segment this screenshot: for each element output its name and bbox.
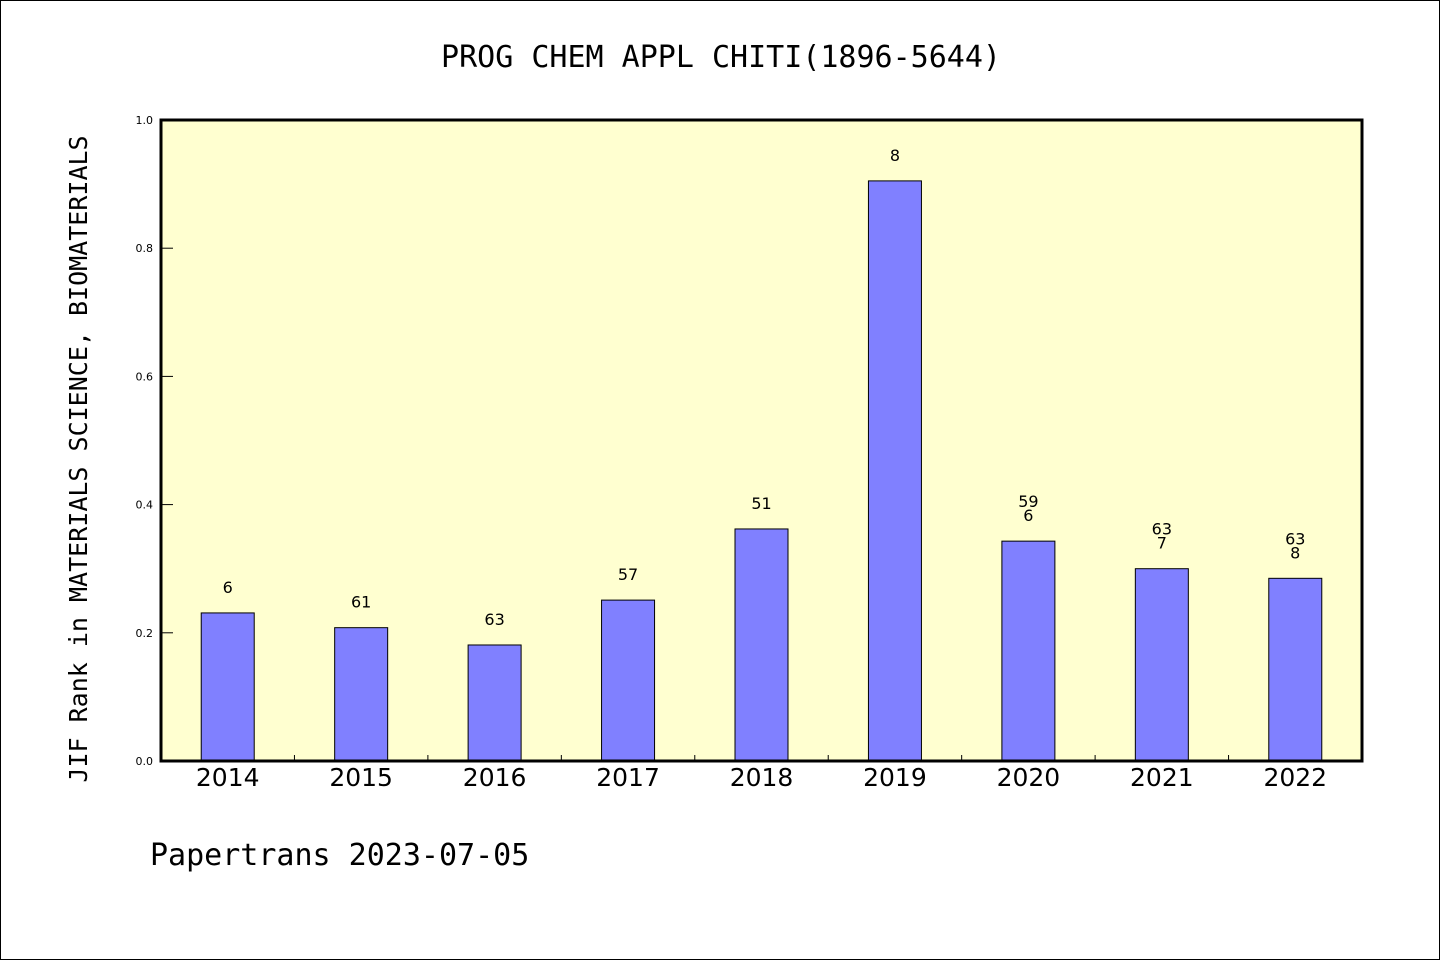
x-tick-label: 2014 [196,763,260,792]
y-tick-label: 0.8 [136,242,154,255]
bar [601,599,656,762]
bar-value-label: 63 [484,610,504,629]
plot-border [159,118,1364,763]
x-tick-label: 2015 [329,763,393,792]
bar-value-label: 6 [1023,506,1033,525]
bar [334,627,389,762]
x-tick-label: 2020 [997,763,1061,792]
bar-value-label: 57 [618,565,638,584]
x-axis: 2014 2015 2016 2017 2018 2019 2020 2021 2022 [196,755,1327,792]
bar-value-label: 59 [1018,492,1038,511]
y-axis-label: JIF Rank in MATERIALS SCIENCE, BIOMATERI… [64,135,93,782]
x-tick-label: 2017 [596,763,660,792]
bar-series [200,180,1323,762]
bar-value-label: 7 [1157,534,1167,553]
bar-value-label: 61 [351,593,371,612]
x-tick-label: 2022 [1263,763,1327,792]
bar [467,644,522,762]
y-tick-label: 0.0 [136,755,154,768]
bar-value-label: 51 [751,494,771,513]
bar [200,612,255,762]
y-axis: 0.0 0.2 0.4 0.6 0.8 1.0 [136,114,173,768]
x-tick-label: 2021 [1130,763,1194,792]
x-tick-label: 2016 [463,763,527,792]
bar-value-label: 8 [890,146,900,165]
bar [734,528,789,762]
bar [867,180,922,762]
footer-credit: Papertrans 2023-07-05 [150,838,529,873]
bar-value-label: 63 [1152,520,1172,539]
x-tick-label: 2018 [730,763,794,792]
x-tick-label: 2019 [863,763,927,792]
y-tick-label: 0.6 [136,370,154,383]
y-tick-label: 0.2 [136,627,154,640]
bar-value-label: 63 [1285,529,1305,548]
y-tick-label: 1.0 [136,114,154,127]
bar [1134,568,1189,762]
bar-value-label: 6 [223,578,233,597]
chart-title: PROG CHEM APPL CHITI(1896-5644) [441,40,1001,75]
bar [1268,577,1323,762]
bar-value-label: 8 [1290,543,1300,562]
y-tick-label: 0.4 [136,499,154,512]
bar [1001,540,1056,762]
